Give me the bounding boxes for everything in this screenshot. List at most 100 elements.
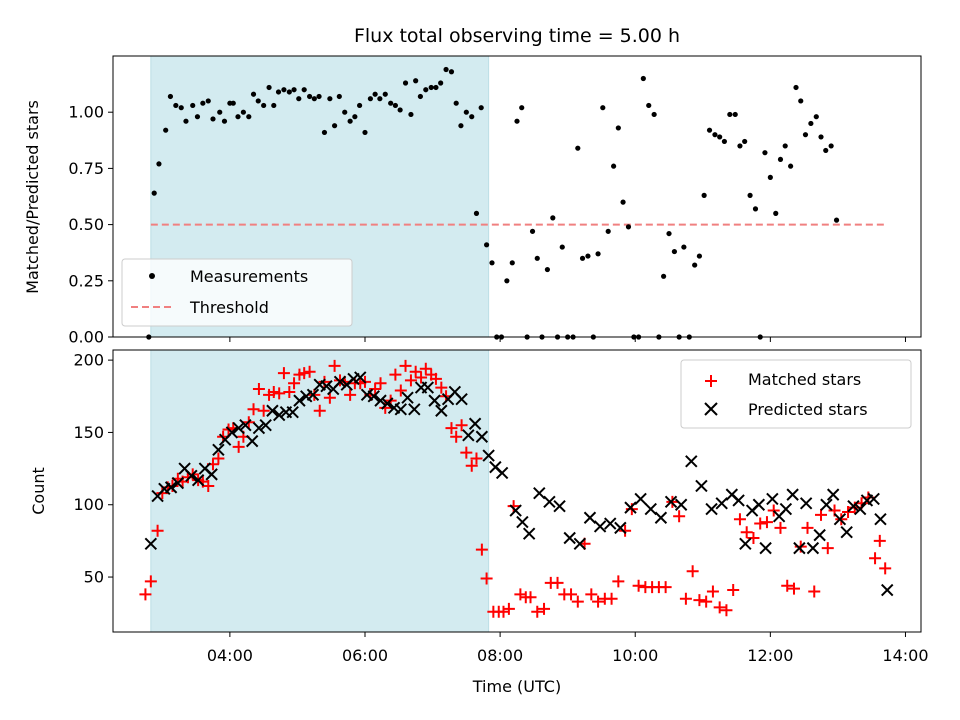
- predicted-stars-point-21: [286, 405, 299, 419]
- measurements-point-51: [408, 111, 414, 118]
- measurements-point-37: [336, 93, 342, 100]
- predicted-stars-point-77: [739, 537, 752, 550]
- predicted-stars-point-55: [522, 527, 536, 540]
- measurements-point-56: [433, 84, 439, 91]
- measurements-point-97: [640, 75, 646, 82]
- predicted-stars-point-35: [381, 397, 394, 410]
- predicted-stars-point-50: [482, 449, 495, 462]
- measurements-point-114: [727, 111, 733, 118]
- measurements-point-71: [509, 260, 515, 266]
- predicted-stars-point-28: [333, 375, 347, 389]
- measurements-point-13: [217, 109, 223, 115]
- measurements-point-88: [595, 251, 601, 257]
- matched-stars-point-65: [470, 452, 483, 465]
- measurements-point-49: [397, 107, 403, 113]
- measurements-point-22: [261, 102, 267, 109]
- predicted-stars-point-69: [664, 495, 678, 509]
- matched-stars-point-117: [808, 585, 821, 598]
- predicted-stars-point-74: [715, 497, 728, 510]
- panel-ratio-frame: [112, 55, 922, 338]
- panel0-ytick-label-0: 0.00: [68, 328, 104, 347]
- matched-stars-point-119: [821, 542, 834, 555]
- matched-stars-point-57: [429, 372, 442, 385]
- measurements-point-50: [402, 80, 409, 86]
- measurements-point-44: [372, 91, 378, 97]
- measurements-point-124: [777, 156, 784, 163]
- measurements-point-24: [271, 102, 277, 109]
- measurements-point-105: [681, 244, 687, 250]
- measurements-point-36: [331, 123, 338, 129]
- predicted-stars-point-84: [786, 488, 799, 501]
- predicted-stars-point-13: [232, 421, 245, 435]
- xtick-label-4: 12:00: [747, 646, 793, 665]
- measurements-point-16: [230, 100, 236, 106]
- predicted-stars-point-68: [654, 511, 668, 524]
- predicted-stars-point-91: [833, 512, 847, 526]
- measurements-point-9: [194, 114, 201, 120]
- legend-matched-marker: [705, 375, 717, 387]
- predicted-stars-point-56: [533, 486, 546, 500]
- matched-stars-point-1: [144, 575, 157, 588]
- matched-stars-point-114: [787, 582, 800, 595]
- matched-stars-point-81: [565, 588, 578, 601]
- measurements-point-53: [417, 93, 423, 100]
- predicted-stars-point-42: [428, 394, 441, 407]
- panel1-ytick-label-1: 100: [73, 495, 104, 514]
- panel1-ytick-label-3: 200: [73, 351, 104, 370]
- predicted-stars-point-43: [435, 404, 448, 417]
- matched-stars-point-91: [632, 579, 645, 592]
- matched-stars-point-47: [379, 401, 392, 414]
- predicted-stars-point-85: [793, 541, 806, 555]
- xtick-label-1: 06:00: [342, 646, 388, 665]
- measurements-point-33: [316, 93, 322, 100]
- panel-count: 50 100 150 200 04:00 06:00 08:00 10:00 12:00 14:…: [29, 349, 929, 696]
- legend-bottom: Matched stars Predicted stars: [680, 359, 912, 429]
- predicted-stars-point-26: [320, 379, 333, 393]
- matched-stars-point-29: [288, 377, 301, 390]
- predicted-stars-point-38: [401, 391, 414, 404]
- legend-bottom-box: [680, 359, 912, 429]
- matched-stars-point-71: [502, 602, 515, 615]
- measurements-point-122: [767, 174, 773, 180]
- matched-stars-point-55: [419, 362, 432, 375]
- predicted-stars-point-31: [354, 371, 367, 384]
- matched-stars-point-126: [869, 552, 882, 565]
- matched-stars-point-35: [318, 375, 331, 388]
- measurements-point-121: [762, 150, 768, 156]
- predicted-stars-point-12: [225, 426, 239, 439]
- predicted-stars-point-19: [272, 408, 286, 422]
- xtick-label-0: 04:00: [207, 646, 253, 665]
- predicted-stars-point-81: [766, 492, 779, 506]
- matched-stars-point-101: [700, 595, 713, 608]
- matched-stars-point-22: [252, 383, 265, 396]
- measurements-point-84: [575, 145, 581, 151]
- xtick-label-5: 14:00: [882, 646, 928, 665]
- predicted-stars-point-0: [144, 537, 158, 550]
- matched-stars-point-89: [619, 524, 632, 537]
- matched-stars-point-127: [873, 534, 886, 547]
- matched-stars-point-54: [415, 371, 428, 384]
- measurements-point-6: [178, 105, 184, 111]
- panel0-ytick-label-1: 0.25: [68, 271, 104, 290]
- chart-title: Flux total observing time = 5.00 h: [354, 25, 680, 47]
- matched-stars-point-70: [497, 605, 510, 618]
- predicted-stars-point-17: [259, 418, 272, 432]
- matched-stars-point-72: [507, 500, 520, 513]
- matched-stars-point-60: [445, 422, 458, 435]
- measurements-point-131: [813, 114, 819, 120]
- measurements-point-66: [483, 242, 490, 248]
- measurements-point-48: [392, 102, 398, 109]
- predicted-stars-point-48: [468, 417, 482, 430]
- measurements-point-134: [828, 143, 834, 149]
- legend-top-box: [121, 258, 353, 327]
- measurements-point-2: [156, 161, 162, 167]
- measurements-point-25: [275, 89, 282, 95]
- predicted-stars-point-39: [408, 403, 421, 416]
- matched-stars-point-103: [713, 601, 726, 614]
- matched-stars-point-66: [475, 543, 488, 556]
- measurements-point-130: [808, 120, 814, 127]
- matched-stars-point-111: [767, 504, 780, 517]
- measurements-point-61: [458, 123, 464, 129]
- matched-stars-point-102: [706, 585, 719, 598]
- measurements-point-67: [489, 260, 495, 266]
